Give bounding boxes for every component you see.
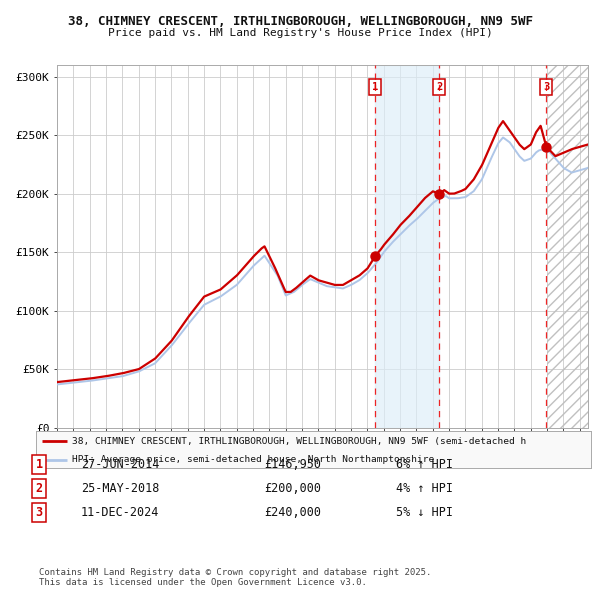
Text: Price paid vs. HM Land Registry's House Price Index (HPI): Price paid vs. HM Land Registry's House … — [107, 28, 493, 38]
Text: 1: 1 — [372, 82, 379, 92]
Text: 2: 2 — [436, 82, 442, 92]
Text: 25-MAY-2018: 25-MAY-2018 — [81, 482, 160, 495]
Text: 4% ↑ HPI: 4% ↑ HPI — [396, 482, 453, 495]
Text: 5% ↓ HPI: 5% ↓ HPI — [396, 506, 453, 519]
Bar — [376, 65, 439, 428]
Text: 3: 3 — [543, 82, 550, 92]
Text: 11-DEC-2024: 11-DEC-2024 — [81, 506, 160, 519]
Text: HPI: Average price, semi-detached house, North Northamptonshire: HPI: Average price, semi-detached house,… — [72, 455, 434, 464]
Text: £146,950: £146,950 — [264, 458, 321, 471]
Text: 2: 2 — [35, 482, 43, 495]
Text: 27-JUN-2014: 27-JUN-2014 — [81, 458, 160, 471]
Text: 6% ↑ HPI: 6% ↑ HPI — [396, 458, 453, 471]
Text: 38, CHIMNEY CRESCENT, IRTHLINGBOROUGH, WELLINGBOROUGH, NN9 5WF (semi-detached h: 38, CHIMNEY CRESCENT, IRTHLINGBOROUGH, W… — [72, 437, 526, 445]
Text: £200,000: £200,000 — [264, 482, 321, 495]
Text: £240,000: £240,000 — [264, 506, 321, 519]
Text: Contains HM Land Registry data © Crown copyright and database right 2025.
This d: Contains HM Land Registry data © Crown c… — [39, 568, 431, 587]
Text: 3: 3 — [35, 506, 43, 519]
Text: 1: 1 — [35, 458, 43, 471]
Text: 38, CHIMNEY CRESCENT, IRTHLINGBOROUGH, WELLINGBOROUGH, NN9 5WF: 38, CHIMNEY CRESCENT, IRTHLINGBOROUGH, W… — [67, 15, 533, 28]
